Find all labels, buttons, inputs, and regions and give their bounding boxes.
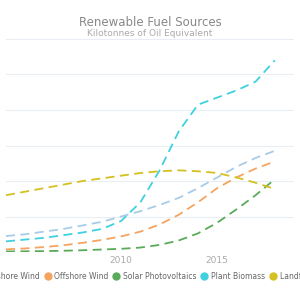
Solar Photovoltaics (177, 239, 181, 242)
Plant Biomass (235, 89, 238, 92)
Offshore Wind (215, 186, 219, 190)
Offshore Wind (81, 241, 85, 244)
Onshore Wind (81, 224, 85, 227)
Offshore Wind (119, 235, 123, 238)
Landfill Gas (119, 174, 123, 178)
Landfill Gas (273, 187, 277, 191)
Solar Photovoltaics (62, 249, 65, 253)
Landfill Gas (139, 171, 142, 175)
Plant Biomass (100, 227, 104, 231)
Landfill Gas (177, 169, 181, 172)
Onshore Wind (235, 165, 238, 169)
Text: Renewable Fuel Sources: Renewable Fuel Sources (79, 16, 221, 29)
Onshore Wind (23, 232, 27, 236)
Offshore Wind (158, 223, 161, 226)
Plant Biomass (139, 200, 142, 204)
Plant Biomass (215, 96, 219, 99)
Offshore Wind (62, 244, 65, 247)
Solar Photovoltaics (119, 247, 123, 250)
Solar Photovoltaics (158, 243, 161, 247)
Offshore Wind (235, 176, 238, 179)
Offshore Wind (196, 200, 200, 204)
Landfill Gas (4, 194, 8, 197)
Landfill Gas (235, 176, 238, 179)
Solar Photovoltaics (139, 246, 142, 249)
Onshore Wind (62, 227, 65, 231)
Solar Photovoltaics (43, 249, 46, 253)
Solar Photovoltaics (273, 177, 277, 181)
Solar Photovoltaics (23, 250, 27, 253)
Offshore Wind (100, 238, 104, 242)
Plant Biomass (273, 58, 277, 62)
Line: Onshore Wind: Onshore Wind (6, 151, 275, 236)
Onshore Wind (254, 156, 257, 160)
Offshore Wind (177, 213, 181, 217)
Text: Kilotonnes of Oil Equivalent: Kilotonnes of Oil Equivalent (87, 28, 213, 38)
Onshore Wind (196, 186, 200, 190)
Offshore Wind (254, 167, 257, 170)
Onshore Wind (4, 234, 8, 238)
Offshore Wind (139, 230, 142, 233)
Offshore Wind (273, 160, 277, 163)
Plant Biomass (254, 80, 257, 83)
Solar Photovoltaics (235, 208, 238, 211)
Plant Biomass (158, 169, 161, 172)
Onshore Wind (139, 209, 142, 213)
Line: Plant Biomass: Plant Biomass (6, 60, 275, 241)
Line: Solar Photovoltaics: Solar Photovoltaics (6, 179, 275, 251)
Landfill Gas (43, 186, 46, 190)
Solar Photovoltaics (81, 248, 85, 252)
Legend: Onshore Wind, Offshore Wind, Solar Photovoltaics, Plant Biomass, Landfill Gas: Onshore Wind, Offshore Wind, Solar Photo… (0, 268, 300, 284)
Landfill Gas (215, 171, 219, 175)
Plant Biomass (62, 233, 65, 237)
Plant Biomass (119, 219, 123, 223)
Landfill Gas (158, 169, 161, 173)
Onshore Wind (43, 230, 46, 233)
Solar Photovoltaics (254, 194, 257, 197)
Line: Landfill Gas: Landfill Gas (6, 170, 275, 195)
Solar Photovoltaics (4, 250, 8, 253)
Offshore Wind (43, 245, 46, 249)
Landfill Gas (196, 169, 200, 173)
Plant Biomass (81, 231, 85, 234)
Plant Biomass (43, 236, 46, 240)
Onshore Wind (100, 220, 104, 224)
Solar Photovoltaics (196, 232, 200, 235)
Landfill Gas (100, 176, 104, 180)
Plant Biomass (4, 239, 8, 243)
Landfill Gas (81, 179, 85, 183)
Onshore Wind (158, 203, 161, 207)
Landfill Gas (62, 183, 65, 186)
Line: Offshore Wind: Offshore Wind (6, 161, 275, 249)
Plant Biomass (177, 130, 181, 133)
Onshore Wind (119, 215, 123, 218)
Offshore Wind (4, 248, 8, 251)
Landfill Gas (254, 181, 257, 184)
Onshore Wind (215, 176, 219, 179)
Landfill Gas (23, 190, 27, 194)
Solar Photovoltaics (100, 248, 104, 251)
Offshore Wind (23, 247, 27, 250)
Onshore Wind (177, 196, 181, 200)
Onshore Wind (273, 149, 277, 153)
Plant Biomass (196, 103, 200, 106)
Solar Photovoltaics (215, 221, 219, 224)
Plant Biomass (23, 238, 27, 242)
